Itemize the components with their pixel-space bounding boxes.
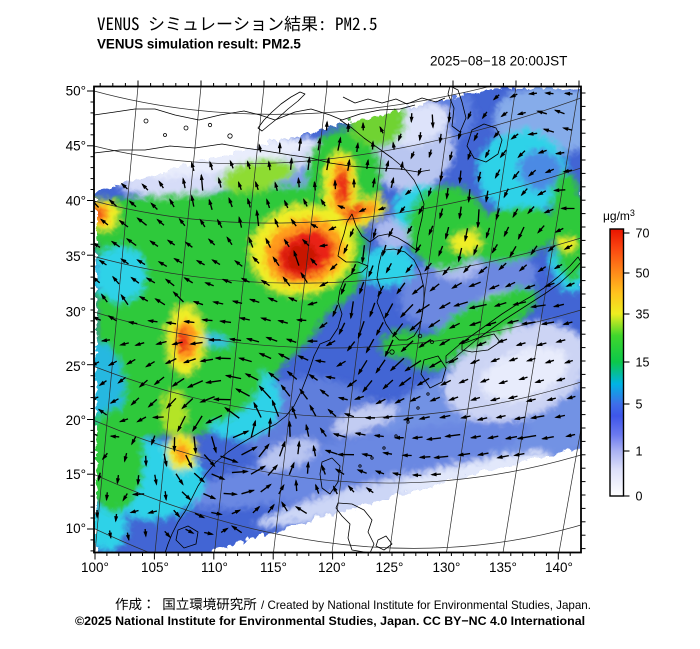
svg-text:25°: 25° [66, 359, 86, 374]
svg-text:0: 0 [636, 490, 643, 504]
svg-text:20°: 20° [66, 413, 86, 428]
svg-text:10°: 10° [66, 521, 86, 536]
svg-text:50°: 50° [66, 84, 86, 99]
svg-text:115°: 115° [260, 560, 287, 575]
svg-text:110°: 110° [201, 560, 228, 575]
svg-text:5: 5 [636, 398, 643, 412]
svg-text:35°: 35° [66, 249, 86, 264]
svg-text:70: 70 [636, 227, 650, 241]
svg-text:40°: 40° [66, 194, 86, 209]
svg-text:120°: 120° [318, 560, 346, 575]
svg-text:©2025 National Institute for E: ©2025 National Institute for Environment… [75, 614, 585, 628]
svg-text:100°: 100° [81, 560, 109, 575]
svg-text:45°: 45° [66, 139, 86, 154]
svg-text:/ Created by National Institut: / Created by National Institute for Envi… [261, 599, 591, 612]
svg-text:140°: 140° [545, 560, 573, 575]
svg-text:125°: 125° [376, 560, 404, 575]
svg-text:35: 35 [636, 308, 650, 322]
svg-text:50: 50 [636, 267, 650, 281]
svg-text:15°: 15° [66, 467, 86, 482]
svg-text:2025−08−18 20:00JST: 2025−08−18 20:00JST [430, 54, 567, 69]
svg-text:135°: 135° [489, 560, 517, 575]
svg-text:VENUS simulation result: PM2.5: VENUS simulation result: PM2.5 [97, 37, 301, 52]
svg-text:130°: 130° [433, 560, 461, 575]
svg-text:15: 15 [636, 356, 650, 370]
svg-text:1: 1 [636, 445, 643, 459]
svg-text:105°: 105° [141, 560, 169, 575]
svg-text:μg/m3: μg/m3 [603, 208, 635, 223]
svg-text:30°: 30° [66, 305, 86, 320]
